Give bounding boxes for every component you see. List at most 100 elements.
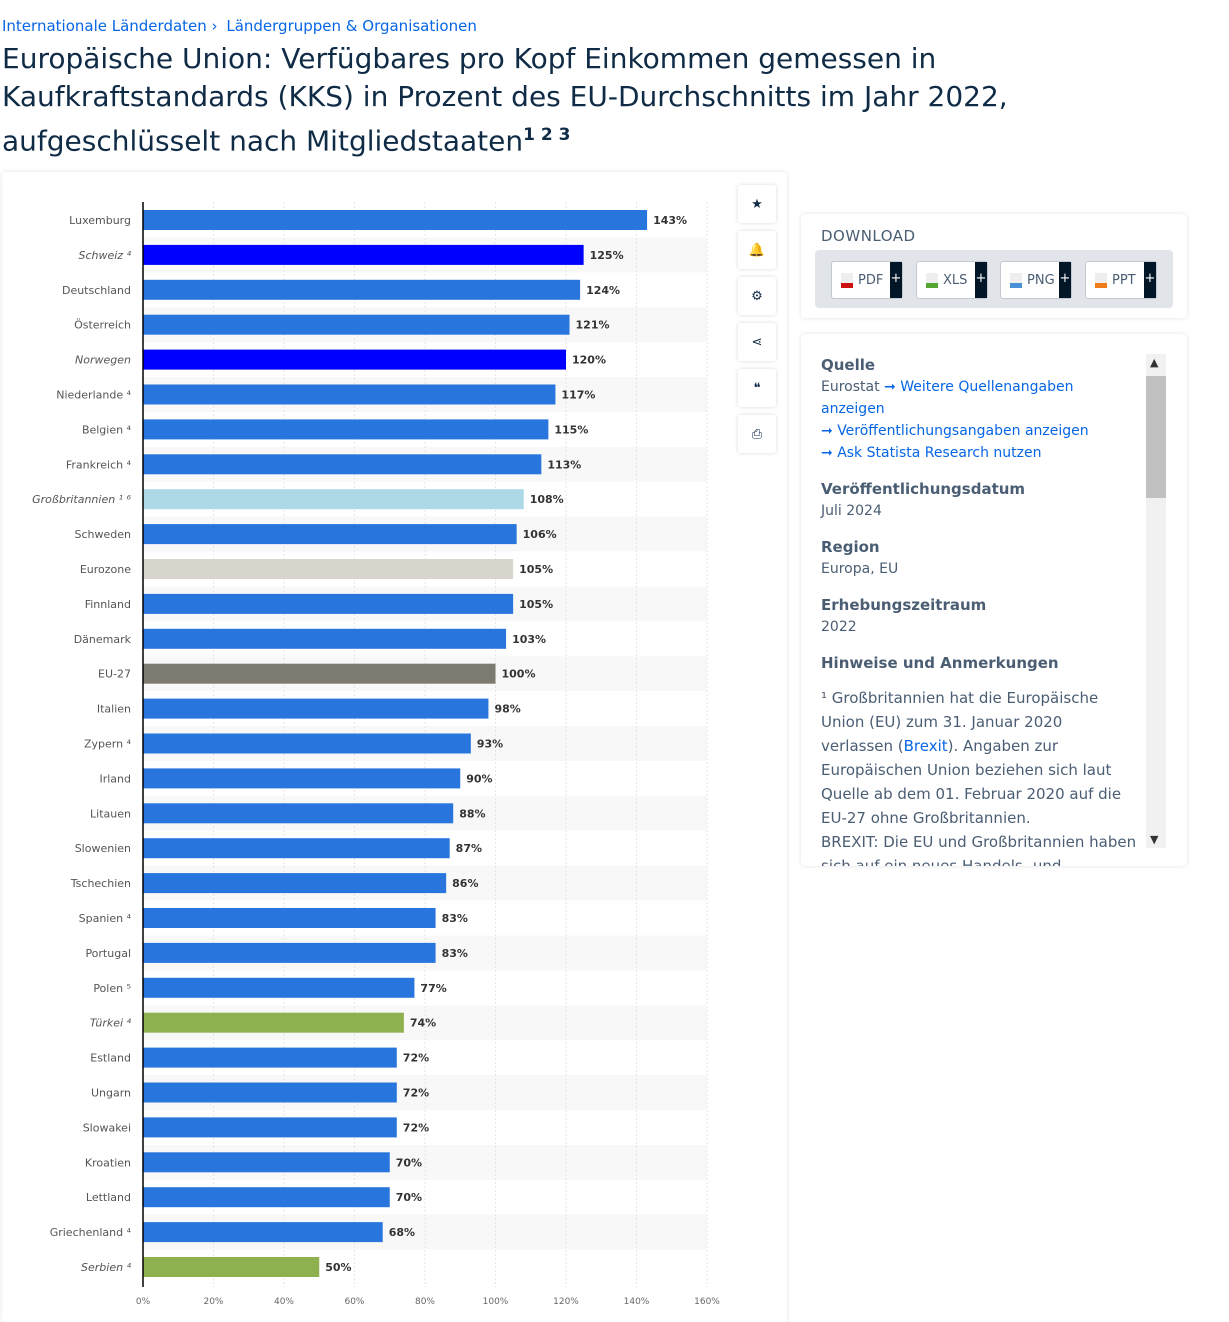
bar[interactable] — [143, 977, 415, 998]
bar[interactable] — [143, 663, 496, 684]
download-ppt-button[interactable]: PPT + — [1085, 261, 1157, 299]
category-label: Belgien ⁴ — [82, 423, 132, 436]
gear-button[interactable]: ⚙ — [738, 277, 776, 315]
plus-icon[interactable]: + — [1059, 262, 1071, 298]
bar[interactable] — [143, 244, 584, 265]
data-label: 70% — [396, 1191, 422, 1204]
page-title: Europäische Union: Verfügbares pro Kopf … — [2, 42, 1008, 158]
download-label: PPT — [1112, 272, 1136, 288]
category-label: Spanien ⁴ — [79, 912, 132, 925]
bar[interactable] — [143, 1257, 320, 1277]
bar-chart: 0% 20% 40% 60% 80% 100% 120% 140% 160% Luxemburg 1… — [32, 202, 720, 1307]
bar[interactable] — [143, 1152, 390, 1173]
scroll-up-icon[interactable]: ▲ — [1150, 356, 1159, 369]
more-source-link[interactable]: ➞ Weitere Quellenangaben anzeigen — [821, 379, 1074, 417]
data-label: 120% — [572, 354, 606, 367]
bar[interactable] — [143, 454, 542, 475]
note-text: ¹ Großbritannien hat die Europäische Uni… — [821, 689, 1137, 866]
data-label: 98% — [494, 703, 520, 716]
brexit-link[interactable]: Brexit — [903, 737, 948, 755]
bar[interactable] — [143, 1187, 390, 1208]
data-label: 113% — [547, 458, 581, 471]
download-panel: DOWNLOAD PDF + XLS + PNG + PPT + — [801, 214, 1187, 318]
plus-icon[interactable]: + — [890, 262, 902, 298]
download-title: DOWNLOAD — [821, 227, 916, 245]
download-xls-button[interactable]: XLS + — [916, 261, 988, 299]
x-tick-label: 80% — [415, 1297, 435, 1307]
bar[interactable] — [143, 803, 454, 824]
category-label: Norwegen — [75, 354, 131, 367]
breadcrumb: Internationale Länderdaten › Ländergrupp… — [2, 17, 477, 35]
data-label: 72% — [403, 1087, 429, 1100]
breadcrumb-link[interactable]: Ländergruppen & Organisationen — [226, 17, 477, 35]
category-label: Großbritannien ¹ ⁶ — [32, 493, 131, 506]
bar[interactable] — [143, 1117, 397, 1138]
bar[interactable] — [143, 384, 556, 405]
bar[interactable] — [143, 1222, 383, 1243]
plus-icon[interactable]: + — [975, 262, 987, 298]
bar[interactable] — [143, 908, 436, 928]
bar[interactable] — [143, 873, 447, 894]
bar[interactable] — [143, 1047, 397, 1068]
share-button[interactable]: ⋖ — [738, 323, 776, 361]
category-label: Tschechien — [70, 877, 131, 890]
download-pdf-button[interactable]: PDF + — [831, 261, 903, 299]
print-button[interactable]: ⎙ — [738, 415, 776, 453]
scrollbar-thumb[interactable] — [1146, 376, 1166, 498]
bar[interactable] — [143, 768, 461, 789]
star-button[interactable]: ★ — [738, 185, 776, 223]
download-label: XLS — [943, 272, 968, 288]
data-label: 86% — [452, 877, 478, 890]
publication-link[interactable]: ➞ Veröffentlichungsangaben anzeigen — [821, 423, 1089, 439]
bar[interactable] — [143, 419, 549, 440]
scrollbar[interactable]: ▲ ▼ — [1146, 354, 1166, 848]
data-label: 105% — [519, 563, 553, 576]
breadcrumb-link[interactable]: Internationale Länderdaten — [2, 17, 207, 35]
x-tick-label: 40% — [274, 1297, 294, 1307]
bar[interactable] — [143, 1012, 404, 1033]
download-label: PDF — [858, 272, 884, 288]
data-label: 108% — [530, 493, 564, 506]
category-label: Deutschland — [62, 284, 131, 297]
bar[interactable] — [143, 733, 471, 754]
bar[interactable] — [143, 559, 514, 579]
info-panel: Quelle Eurostat ➞ Weitere Quellenangaben… — [801, 334, 1187, 866]
gear-icon: ⚙ — [751, 288, 763, 304]
bar[interactable] — [143, 593, 514, 614]
category-label: Dänemark — [74, 633, 132, 646]
bell-button[interactable]: 🔔 — [738, 231, 776, 269]
category-label: Eurozone — [80, 563, 131, 576]
category-label: Zypern ⁴ — [84, 738, 132, 751]
data-label: 121% — [576, 319, 610, 332]
bar[interactable] — [143, 210, 648, 230]
bar[interactable] — [143, 524, 517, 545]
bar[interactable] — [143, 279, 581, 300]
data-label: 93% — [477, 738, 503, 751]
data-label: 72% — [403, 1052, 429, 1065]
bar[interactable] — [143, 314, 570, 335]
data-label: 74% — [410, 1017, 436, 1030]
bar[interactable] — [143, 838, 450, 859]
source-heading: Quelle — [821, 356, 876, 374]
plus-icon[interactable]: + — [1144, 262, 1156, 298]
file-pdf-icon — [841, 272, 853, 288]
region-value: Europa, EU — [821, 561, 899, 577]
category-label: Griechenland ⁴ — [50, 1226, 132, 1239]
bar[interactable] — [143, 698, 489, 719]
data-label: 125% — [590, 249, 624, 262]
data-label: 115% — [554, 423, 588, 436]
bar[interactable] — [143, 349, 566, 370]
data-label: 103% — [512, 633, 546, 646]
category-label: Estland — [90, 1052, 131, 1065]
download-png-button[interactable]: PNG + — [1000, 261, 1072, 299]
bar[interactable] — [143, 628, 507, 649]
bar[interactable] — [143, 1082, 397, 1103]
period-value: 2022 — [821, 619, 857, 635]
data-label: 83% — [442, 912, 468, 925]
bar[interactable] — [143, 489, 524, 510]
quote-button[interactable]: ❝ — [738, 369, 776, 407]
ask-research-link[interactable]: ➞ Ask Statista Research nutzen — [821, 445, 1042, 461]
bar[interactable] — [143, 942, 436, 963]
x-tick-label: 160% — [694, 1297, 720, 1307]
scroll-down-icon[interactable]: ▼ — [1150, 833, 1159, 846]
